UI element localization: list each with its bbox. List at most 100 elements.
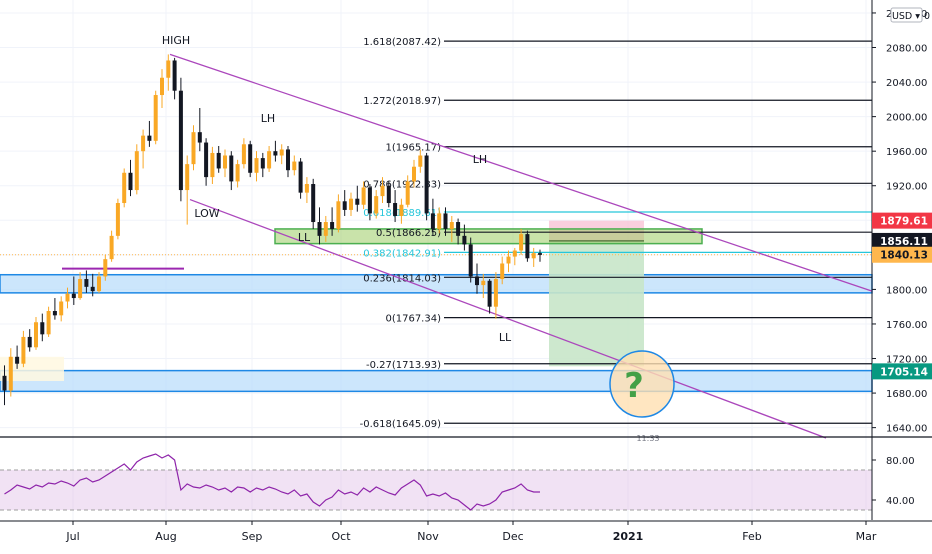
price-tick-label-5: 1920.00	[886, 182, 927, 193]
price-badge-2[interactable]	[872, 246, 932, 263]
currency-menu-label: USD ▾	[892, 11, 920, 22]
price-axis[interactable]: 2120.002080.002040.002000.001960.001920.…	[871, 0, 932, 520]
time-label-4: Nov	[417, 530, 439, 543]
price-tick-label-3: 2000.00	[886, 113, 927, 124]
candle-body-52	[330, 222, 335, 229]
axis-settings-icon[interactable]: 0	[924, 11, 930, 22]
resistance-zone	[274, 228, 703, 245]
candle-body-28	[178, 90, 183, 191]
candle-body-34	[216, 152, 221, 169]
currency-menu[interactable]	[890, 7, 923, 23]
candle-body-16	[103, 259, 108, 277]
price-badge-1[interactable]	[872, 232, 932, 249]
price-tick-label-1: 2080.00	[886, 44, 927, 55]
candle-body-76	[481, 280, 486, 286]
candle-body-81	[512, 250, 517, 257]
price-tick-label-4: 1960.00	[886, 147, 927, 158]
candle-body-66	[418, 155, 423, 167]
candle-body-51	[323, 222, 328, 236]
candle-body-6	[40, 322, 45, 335]
candle-body-46	[292, 161, 297, 171]
time-label-6: 2021	[613, 530, 644, 543]
label-lh-right: LH	[473, 153, 487, 166]
price-badge-label-1: 1856.11	[880, 236, 928, 248]
candle-body-41	[260, 158, 265, 169]
cut-label: 11:33	[636, 434, 659, 443]
candle-body-56	[355, 198, 360, 205]
rsi-series-line	[4, 453, 540, 511]
time-label-8: Mar	[856, 530, 877, 543]
candle-body-22	[141, 135, 146, 152]
price-badge-3[interactable]	[872, 363, 932, 380]
candle-body-58	[367, 187, 372, 214]
candle-body-53	[336, 201, 341, 229]
candle-body-62	[393, 203, 398, 216]
descending-channel[interactable]	[169, 53, 873, 439]
fib-label-0: 1.618(2087.42)	[363, 37, 441, 48]
candle-body-45	[286, 149, 290, 171]
candle-body-73	[462, 235, 467, 245]
time-label-2: Sep	[242, 530, 263, 543]
candle-body-70	[443, 213, 448, 229]
candle-body-44	[279, 149, 284, 156]
fib-label-5: 0.5(1866.25)	[376, 228, 441, 239]
price-tick-label-8: 1800.00	[886, 285, 927, 296]
candle-body-29	[185, 164, 190, 191]
rsi-band	[0, 470, 872, 510]
fib-label-6: 0.382(1842.91)	[363, 248, 441, 259]
price-badge-0[interactable]	[872, 212, 932, 229]
channel-lower-line[interactable]	[189, 198, 827, 439]
candle-body-17	[109, 235, 114, 260]
candle-body-35	[223, 155, 227, 169]
candle-body-14	[90, 286, 95, 292]
candle-body-64	[405, 181, 410, 205]
time-label-7: Feb	[742, 530, 761, 543]
candle-body-0	[2, 375, 7, 391]
label-low: LOW	[194, 207, 219, 220]
candle-body-38	[241, 144, 246, 165]
time-axis[interactable]: Jul Aug Sep Oct Nov Dec 2021 Feb Mar	[65, 521, 877, 543]
time-label-0: Jul	[65, 530, 79, 543]
channel-upper-line[interactable]	[169, 53, 873, 292]
label-lh-left: LH	[261, 112, 275, 125]
candle-body-27	[172, 60, 177, 91]
candle-body-5	[34, 322, 38, 348]
candle-body-12	[78, 279, 83, 299]
support-zone-lower	[0, 369, 873, 393]
candle-body-2	[15, 356, 20, 364]
candle-body-72	[456, 222, 461, 236]
candle-body-3	[21, 336, 26, 364]
price-tick-label-12: 1640.00	[886, 424, 927, 435]
candle-body-80	[506, 256, 511, 264]
target-circle[interactable]	[609, 350, 675, 418]
candle-body-21	[134, 151, 139, 191]
candle-body-18	[115, 203, 120, 236]
candle-body-30	[191, 132, 196, 165]
price-badge-label-3: 1705.14	[880, 366, 928, 378]
take-profit-area	[549, 240, 644, 367]
label-ll-left: LL	[298, 231, 311, 244]
candle-body-23	[147, 135, 152, 141]
candle-body-61	[386, 185, 391, 204]
candle-body-15	[97, 276, 101, 292]
price-tick-label-2: 2040.00	[886, 78, 927, 89]
candle-body-75	[475, 276, 479, 286]
candle-body-7	[46, 311, 51, 335]
fib-label-8: 0(1767.34)	[385, 314, 441, 325]
candle-body-54	[342, 201, 347, 210]
candle-body-69	[437, 213, 442, 229]
price-tick-label-11: 1680.00	[886, 389, 927, 400]
candle-body-8	[52, 311, 57, 316]
fib-label-9: -0.27(1713.93)	[366, 360, 441, 371]
candle-body-9	[59, 301, 64, 316]
candle-body-43	[273, 151, 278, 156]
candle-body-25	[160, 77, 164, 96]
candles-layer	[2, 54, 542, 406]
price-tick-label-10: 1720.00	[886, 355, 927, 366]
rsi-tick-label-0: 80.00	[886, 456, 915, 467]
candle-body-49	[311, 184, 316, 223]
time-label-5: Dec	[502, 530, 523, 543]
candle-body-79	[500, 263, 505, 280]
